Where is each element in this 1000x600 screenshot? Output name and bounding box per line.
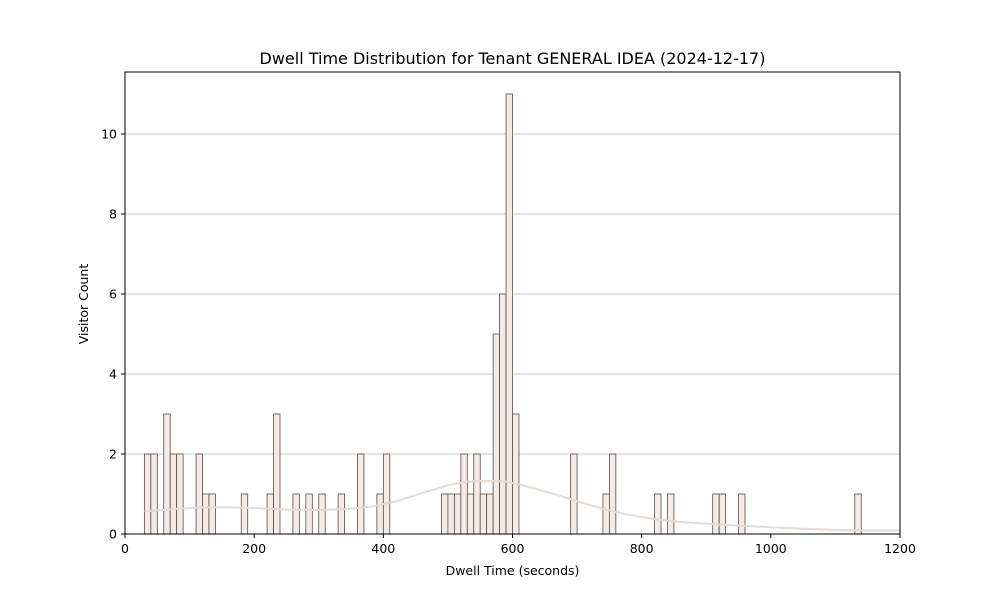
histogram-bar-26	[492, 333, 500, 535]
histogram-bar-24	[479, 493, 488, 535]
histogram-bar-18	[441, 493, 449, 535]
x-axis-ticks: 0 200 400 600 800 1000 1200	[121, 534, 916, 556]
histogram-bar-0	[143, 453, 152, 535]
histogram-bar-34	[667, 493, 675, 535]
x-tick-label-0: 0	[121, 541, 129, 556]
histogram-bar-36	[718, 493, 727, 535]
y-axis-label: Visitor Count	[76, 264, 91, 345]
histogram-bar-32	[608, 453, 617, 535]
histogram-bar-6	[202, 493, 210, 535]
histogram-bar-9	[266, 493, 274, 535]
histogram-bars	[143, 93, 862, 535]
y-tick-label-3: 6	[109, 287, 117, 302]
histogram-bar-21	[460, 453, 468, 535]
x-tick-label-1: 200	[242, 541, 266, 556]
x-tick-label-2: 400	[371, 541, 395, 556]
histogram-bar-19	[447, 493, 455, 535]
y-tick-label-1: 2	[109, 447, 117, 462]
histogram-bar-20	[453, 493, 462, 535]
histogram-bar-14	[337, 493, 345, 535]
histogram-bar-5	[195, 453, 203, 535]
x-tick-label-5: 1000	[755, 541, 787, 556]
histogram-bar-28	[505, 93, 513, 535]
histogram-bar-22	[466, 493, 475, 535]
histogram-bar-38	[854, 493, 862, 535]
histogram-bar-17	[382, 453, 391, 535]
histogram-bar-31	[602, 493, 610, 535]
y-tick-label-4: 8	[109, 207, 117, 222]
histogram-bar-33	[654, 493, 662, 535]
histogram-bar-35	[712, 493, 720, 535]
histogram-bar-12	[305, 493, 313, 535]
histogram-bar-2	[163, 413, 171, 535]
x-tick-label-4: 800	[630, 541, 654, 556]
y-tick-label-2: 4	[109, 367, 117, 382]
histogram-bar-4	[176, 453, 184, 535]
x-tick-label-6: 1200	[884, 541, 916, 556]
histogram-bar-7	[208, 493, 216, 535]
y-tick-label-0: 0	[109, 527, 117, 542]
histogram-bar-3	[169, 453, 178, 535]
histogram-bar-27	[499, 293, 507, 535]
histogram-bar-8	[240, 493, 249, 535]
histogram-bar-10	[273, 413, 281, 535]
histogram-bar-29	[512, 413, 520, 535]
chart-title: Dwell Time Distribution for Tenant GENER…	[260, 49, 766, 68]
x-tick-label-3: 600	[501, 541, 525, 556]
histogram-bar-13	[318, 493, 326, 535]
histogram-bar-1	[150, 453, 158, 535]
y-axis-ticks: 0 2 4 6 8 10	[101, 127, 125, 542]
histogram-bar-30	[570, 453, 578, 535]
x-axis-label: Dwell Time (seconds)	[446, 563, 580, 578]
histogram-bar-37	[738, 493, 746, 535]
y-tick-label-5: 10	[101, 127, 117, 142]
histogram-bar-15	[357, 453, 365, 535]
histogram-bar-11	[292, 493, 300, 535]
histogram-bar-16	[376, 493, 384, 535]
histogram-bar-25	[486, 493, 494, 535]
histogram-bar-23	[473, 453, 481, 535]
kde-curve	[144, 479, 900, 532]
